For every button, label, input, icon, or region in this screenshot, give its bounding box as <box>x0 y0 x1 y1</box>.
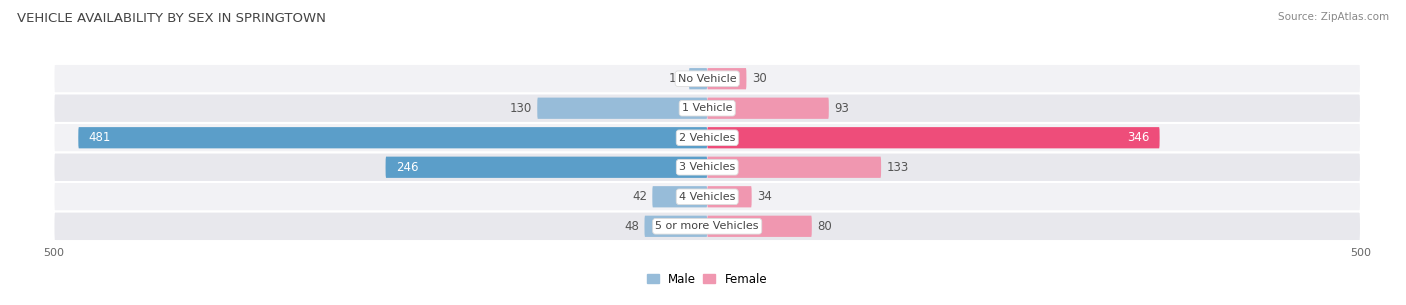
Text: Source: ZipAtlas.com: Source: ZipAtlas.com <box>1278 12 1389 22</box>
Text: 93: 93 <box>834 102 849 115</box>
Text: 48: 48 <box>624 220 640 233</box>
FancyBboxPatch shape <box>53 123 1361 152</box>
FancyBboxPatch shape <box>385 157 707 178</box>
FancyBboxPatch shape <box>707 68 747 89</box>
FancyBboxPatch shape <box>652 186 707 207</box>
FancyBboxPatch shape <box>707 157 882 178</box>
Text: 1 Vehicle: 1 Vehicle <box>682 103 733 113</box>
FancyBboxPatch shape <box>53 64 1361 93</box>
Text: 5 or more Vehicles: 5 or more Vehicles <box>655 221 759 231</box>
Text: No Vehicle: No Vehicle <box>678 74 737 84</box>
Text: 2 Vehicles: 2 Vehicles <box>679 133 735 143</box>
Text: VEHICLE AVAILABILITY BY SEX IN SPRINGTOWN: VEHICLE AVAILABILITY BY SEX IN SPRINGTOW… <box>17 12 326 25</box>
Text: 3 Vehicles: 3 Vehicles <box>679 162 735 172</box>
FancyBboxPatch shape <box>53 182 1361 212</box>
FancyBboxPatch shape <box>644 216 707 237</box>
FancyBboxPatch shape <box>707 98 828 119</box>
Text: 80: 80 <box>817 220 832 233</box>
FancyBboxPatch shape <box>537 98 707 119</box>
FancyBboxPatch shape <box>53 212 1361 241</box>
Text: 246: 246 <box>396 161 419 174</box>
Text: 481: 481 <box>89 131 111 144</box>
FancyBboxPatch shape <box>689 68 707 89</box>
FancyBboxPatch shape <box>707 127 1160 148</box>
Text: 346: 346 <box>1126 131 1149 144</box>
FancyBboxPatch shape <box>707 186 752 207</box>
FancyBboxPatch shape <box>53 152 1361 182</box>
Text: 30: 30 <box>752 72 766 85</box>
Text: 34: 34 <box>756 190 772 203</box>
Legend: Male, Female: Male, Female <box>644 269 770 289</box>
FancyBboxPatch shape <box>707 216 811 237</box>
Text: 42: 42 <box>633 190 647 203</box>
Text: 133: 133 <box>886 161 908 174</box>
FancyBboxPatch shape <box>53 93 1361 123</box>
FancyBboxPatch shape <box>79 127 707 148</box>
Text: 14: 14 <box>669 72 683 85</box>
Text: 4 Vehicles: 4 Vehicles <box>679 192 735 202</box>
Text: 130: 130 <box>510 102 531 115</box>
